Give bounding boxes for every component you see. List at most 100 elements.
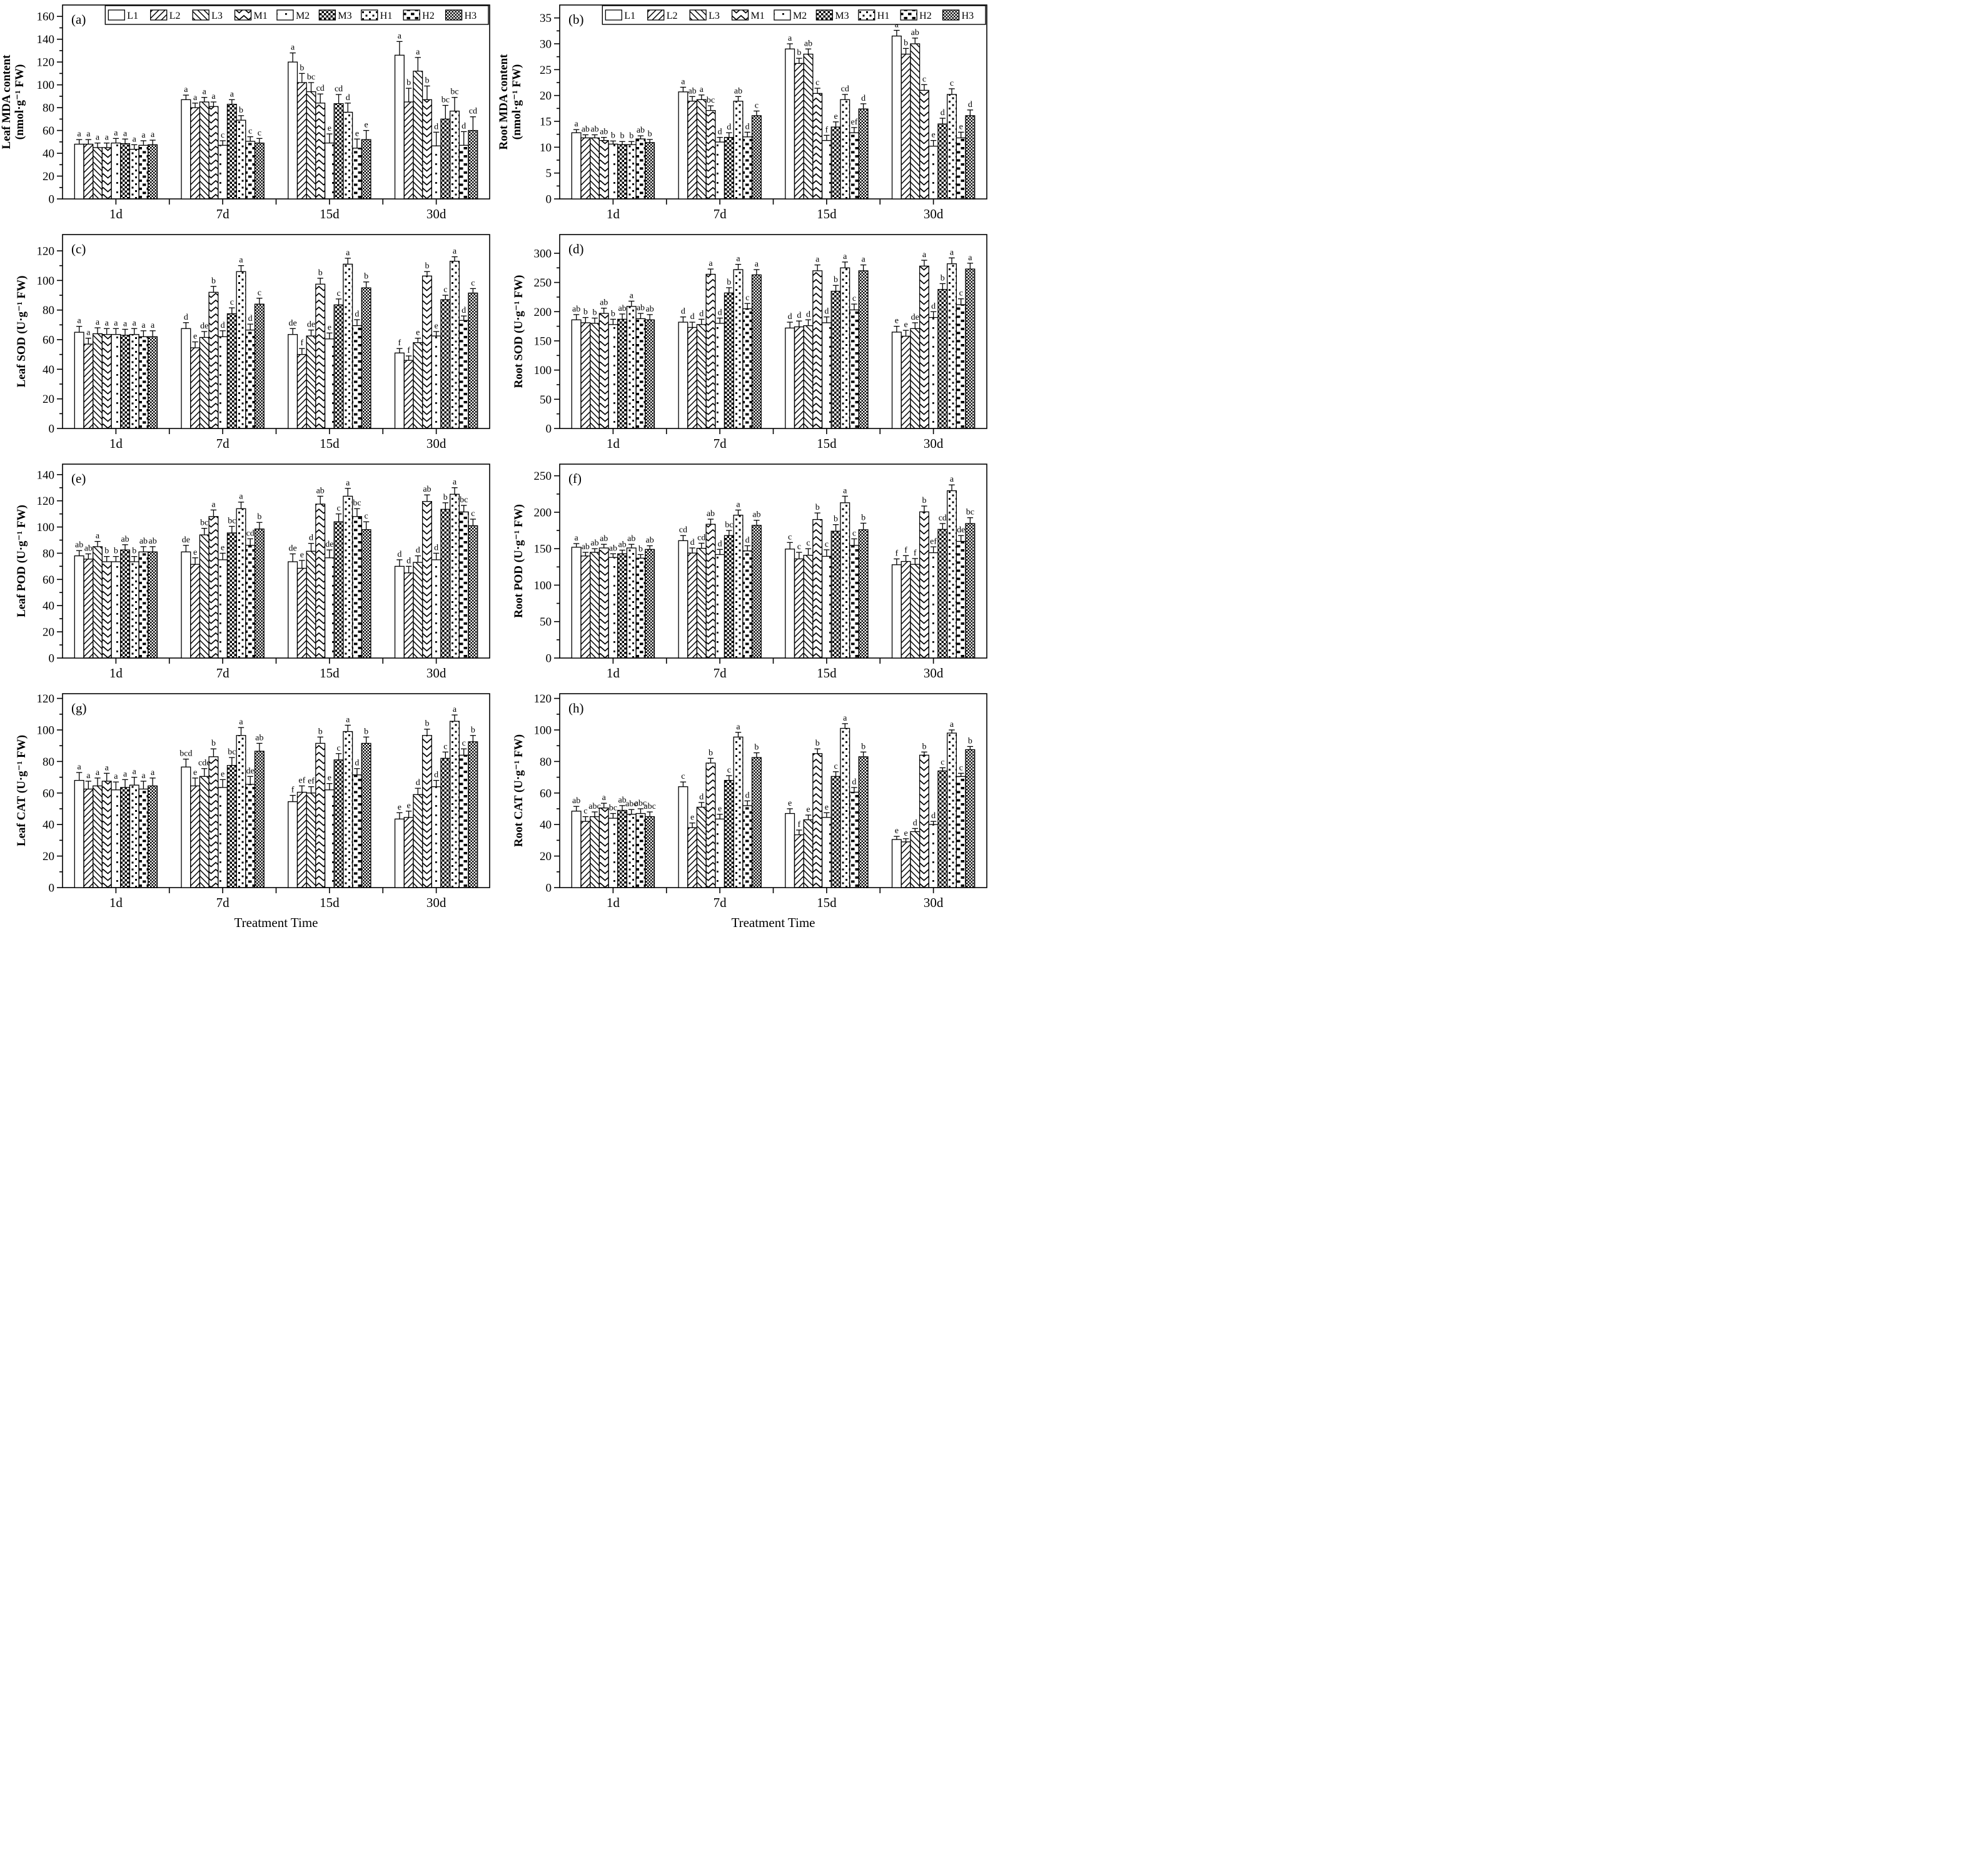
bar-L2 [296,791,307,888]
bar-H1 [840,267,850,429]
legend-label-H3: H3 [465,11,477,21]
y-tick-label: 120 [37,245,55,258]
bar-H2 [742,550,753,659]
legend-label-H2: H2 [422,11,435,21]
significance-letter: cd [841,84,849,94]
bar-M3 [440,299,451,429]
bar-L1 [785,48,795,200]
bar-L1 [181,766,191,888]
bar-M2 [715,554,725,659]
bar-L1 [571,547,582,659]
significance-letter: de [911,313,919,322]
significance-letter: b [132,547,136,556]
bar-M3 [617,318,628,429]
significance-letter: ab [804,39,812,48]
significance-letter: bc [609,804,617,813]
bar-M2 [218,559,228,659]
bar-M1 [919,265,929,429]
bar-M1 [812,270,823,429]
bar-M2 [715,141,725,200]
significance-letter: abc [643,802,655,811]
significance-letter: bc [441,95,450,104]
significance-letter: ef [298,776,305,785]
bar-L3 [413,562,423,659]
legend-label-M3: M3 [338,11,351,21]
bar-H2 [458,144,469,200]
legend-box [602,5,986,25]
significance-letter: a [755,260,759,269]
significance-letter: a [843,486,847,495]
bar-M3 [120,335,131,429]
bar-L2 [687,552,698,659]
bar-L3 [696,547,707,659]
bar-H2 [458,320,469,429]
bar-H1 [450,721,460,888]
significance-letter: bc [707,96,715,105]
panel-tag: (f) [568,471,582,486]
significance-letter: a [203,88,207,97]
significance-letter: a [141,771,146,781]
significance-letter: a [700,85,704,94]
y-tick-label: 100 [37,521,55,534]
significance-letter: e [328,124,331,133]
bar-H2 [742,805,753,888]
x-category-label: 15d [817,436,837,451]
x-category-label: 15d [320,436,340,451]
x-category-label: 15d [817,895,837,910]
significance-letter: e [806,805,810,814]
significance-letter: d [434,543,438,552]
significance-letter: ab [752,510,760,520]
bar-H3 [254,529,265,659]
significance-letter: a [239,492,243,502]
bar-L3 [199,337,209,429]
significance-letter: b [638,545,643,554]
bar-H3 [751,115,762,200]
bar-H2 [956,137,966,200]
bar-L1 [74,332,84,429]
bar-M2 [608,324,618,429]
bar-H3 [965,268,976,429]
significance-letter: c [681,772,685,781]
significance-letter: bc [966,508,974,517]
panel-h: 0 20 40 60 80 100 120 1d 7d 15d 30d ab c abc a bc ab abc a… [497,689,994,939]
significance-letter: a [193,93,198,103]
y-tick-label: 60 [43,787,54,800]
significance-letter: f [291,786,295,795]
panel-tag: (c) [71,241,86,256]
significance-letter: abc [635,799,647,808]
significance-letter: a [105,763,109,772]
significance-letter: a [96,768,100,778]
significance-letter: c [583,807,587,816]
y-axis-title: Root POD (U·g⁻¹ FW) [512,504,525,618]
bar-H1 [236,119,246,200]
significance-letter: ab [734,86,742,96]
bar-L2 [296,354,307,429]
x-category-label: 1d [607,895,620,910]
bar-M1 [598,808,609,888]
significance-letter: ef [308,777,315,786]
significance-letter: a [86,771,91,781]
significance-letter: a [950,720,954,729]
significance-letter: ab [600,298,608,308]
significance-letter: b [425,261,429,271]
legend-swatch-M1 [234,9,252,21]
significance-letter: d [248,314,253,323]
significance-letter: a [141,131,146,140]
bar-M1 [598,139,609,200]
bar-L1 [891,332,902,429]
bar-H2 [351,325,362,429]
bar-L2 [580,322,591,429]
significance-letter: b [318,268,323,278]
bar-H1 [733,269,744,429]
y-axis-title: Root MDA content(nmol·g⁻¹ FW) [497,54,523,150]
bar-L1 [181,99,191,200]
y-tick-label: 120 [37,56,55,69]
bar-M2 [715,818,725,888]
significance-letter: ab [637,303,645,313]
bar-H1 [626,306,637,429]
significance-letter: a [575,119,579,129]
significance-letter: de [289,318,297,328]
y-tick-label: 300 [534,247,552,260]
significance-letter: b [406,78,411,88]
